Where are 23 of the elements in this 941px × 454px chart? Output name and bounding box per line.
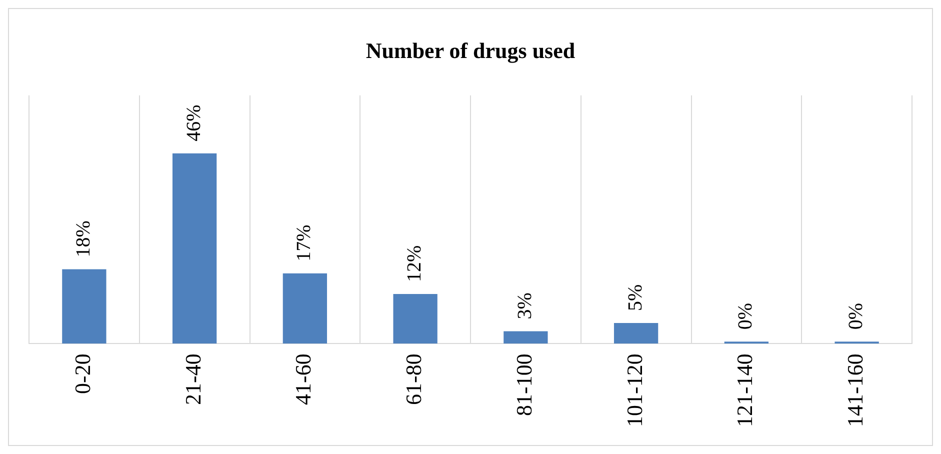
x-tick-label: 21-40 [180,354,206,405]
x-tick-label: 61-80 [401,354,426,405]
x-tick-label: 141-160 [842,354,868,427]
data-label: 46% [182,104,205,142]
bar [282,273,328,344]
x-tick-label: 101-120 [622,354,647,427]
x-tick-label: 81-100 [511,354,536,416]
x-tick-label: 0-20 [70,354,95,394]
data-label: 0% [734,303,757,330]
bar [62,269,106,344]
x-tick-label: 121-140 [732,354,758,427]
data-label: 17% [293,224,316,262]
data-label: 12% [404,245,426,282]
data-label: 3% [514,292,536,320]
bar [393,294,438,344]
data-label: 0% [845,303,868,330]
bar [504,331,548,344]
x-tick-label: 41-60 [290,354,316,405]
data-label: 5% [624,284,646,311]
bar [614,322,658,344]
chart-title: Number of drugs used [366,38,576,63]
data-label: 18% [72,220,94,258]
bar [172,153,217,344]
